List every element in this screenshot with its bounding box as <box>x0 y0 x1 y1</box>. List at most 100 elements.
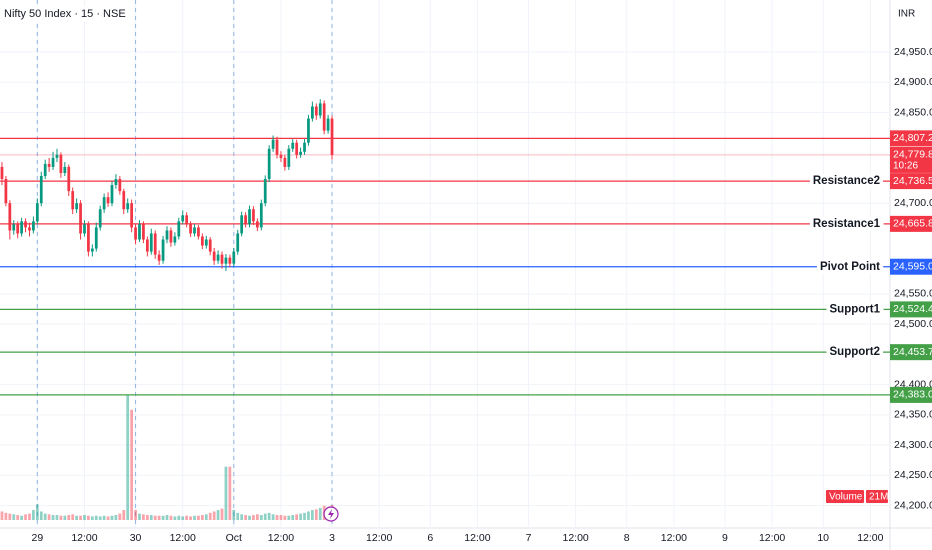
level-tag <box>890 173 932 190</box>
volume-bar <box>0 511 4 520</box>
x-tick-label: 12:00 <box>661 532 687 544</box>
volume-bar <box>142 514 145 520</box>
candle-body <box>173 236 177 243</box>
volume-bar <box>204 514 208 520</box>
candle-body <box>8 203 12 231</box>
levels: Resistance2 Resistance1 Pivot Point Support… <box>0 137 890 396</box>
candle-body <box>204 239 208 246</box>
level-tag-label: 24,807.25 <box>893 132 932 144</box>
volume-bar <box>208 512 212 520</box>
volume-bar <box>126 395 130 520</box>
y-tick-label: 24,950.00 <box>894 46 932 58</box>
x-tick-label: 29 <box>31 532 43 544</box>
candle-body <box>32 221 35 231</box>
volume-bar <box>252 515 255 520</box>
volume-bar <box>200 515 204 520</box>
volume-bar <box>169 515 173 520</box>
axes: 24,950.00 24,900.00 24,850.00 24,700.00 24,5… <box>31 46 932 544</box>
candle-body <box>185 215 189 225</box>
candle-body <box>311 106 314 119</box>
volume-bar <box>220 508 224 520</box>
candle-body <box>118 179 122 192</box>
volume-bar <box>8 513 12 520</box>
candle-body <box>244 215 247 225</box>
countdown: 10:26 <box>893 161 918 172</box>
volume-bar <box>75 515 78 520</box>
candle-body <box>177 221 181 237</box>
candle-body <box>142 224 145 240</box>
candle-body <box>236 233 240 252</box>
candle-body <box>47 163 51 167</box>
y-tick-label: 24,250.00 <box>894 469 932 481</box>
volume-bar <box>236 512 240 520</box>
volume-bar <box>94 515 98 520</box>
volume-bar <box>232 510 236 520</box>
candle-body <box>287 148 291 167</box>
candle-body <box>145 239 149 252</box>
candle-body <box>122 191 126 210</box>
candle-body <box>216 254 220 261</box>
title-bg <box>0 6 110 22</box>
volume-bar <box>79 515 82 520</box>
level-name-bg <box>816 259 884 274</box>
volume-bar <box>267 512 271 520</box>
volume-bar <box>173 516 177 520</box>
level-tag-label: 24,736.55 <box>893 175 932 187</box>
candle-body <box>43 163 47 176</box>
candle-body <box>252 209 255 222</box>
volume-bar <box>90 516 94 520</box>
volume-bar <box>24 514 27 520</box>
candle-body <box>134 227 137 240</box>
volume-bar <box>311 510 314 520</box>
x-tick-label: 8 <box>624 532 630 544</box>
volume-bar <box>110 515 114 520</box>
candle-body <box>83 224 86 234</box>
candle-body <box>157 254 161 261</box>
candle-body <box>0 166 4 180</box>
level-tag <box>890 258 932 275</box>
volume-bar <box>314 509 318 520</box>
x-tick-label: 12:00 <box>170 532 196 544</box>
volume-bar <box>118 513 122 520</box>
x-tick-label: Oct <box>226 532 242 544</box>
volume-bar <box>138 513 141 520</box>
volume-bar <box>287 515 291 520</box>
volume-bar <box>275 515 279 520</box>
candle-body <box>283 157 287 167</box>
chart-title: Nifty 50 Index · 15 · NSE <box>4 8 126 20</box>
volume-bar <box>114 515 118 520</box>
volume-last-label: 21M <box>869 492 888 503</box>
level-tag <box>890 344 932 361</box>
candle-body <box>35 203 39 222</box>
volume-bar <box>149 515 153 520</box>
candle-body <box>189 224 192 234</box>
level-tag-label: 24,595.00 <box>893 261 932 273</box>
candle-body <box>51 157 55 167</box>
volume-bar <box>291 515 295 520</box>
level-tag-label: 24,665.85 <box>893 218 932 230</box>
volume-bar <box>153 515 157 520</box>
volume-bar <box>55 515 59 520</box>
candle-body <box>200 236 204 246</box>
level-name: Support1 <box>830 303 881 315</box>
level-name: Resistance1 <box>813 218 881 230</box>
x-tick-label: 9 <box>722 532 728 544</box>
volume-bar <box>244 515 247 520</box>
volume-bar <box>106 516 110 520</box>
volume-bar <box>185 515 189 520</box>
volume-bar <box>193 515 196 520</box>
volume-bar <box>299 513 302 520</box>
volume-bar <box>279 515 283 520</box>
candle-body <box>71 191 75 210</box>
volume-bar <box>134 510 137 520</box>
volume-bar <box>228 466 232 520</box>
volume-pane <box>0 395 334 520</box>
candle-body <box>165 230 169 240</box>
candle-body <box>98 209 102 228</box>
volume-bar <box>71 514 75 520</box>
candle-body <box>114 179 118 186</box>
candle-body <box>90 248 94 252</box>
candle-body <box>138 224 141 240</box>
